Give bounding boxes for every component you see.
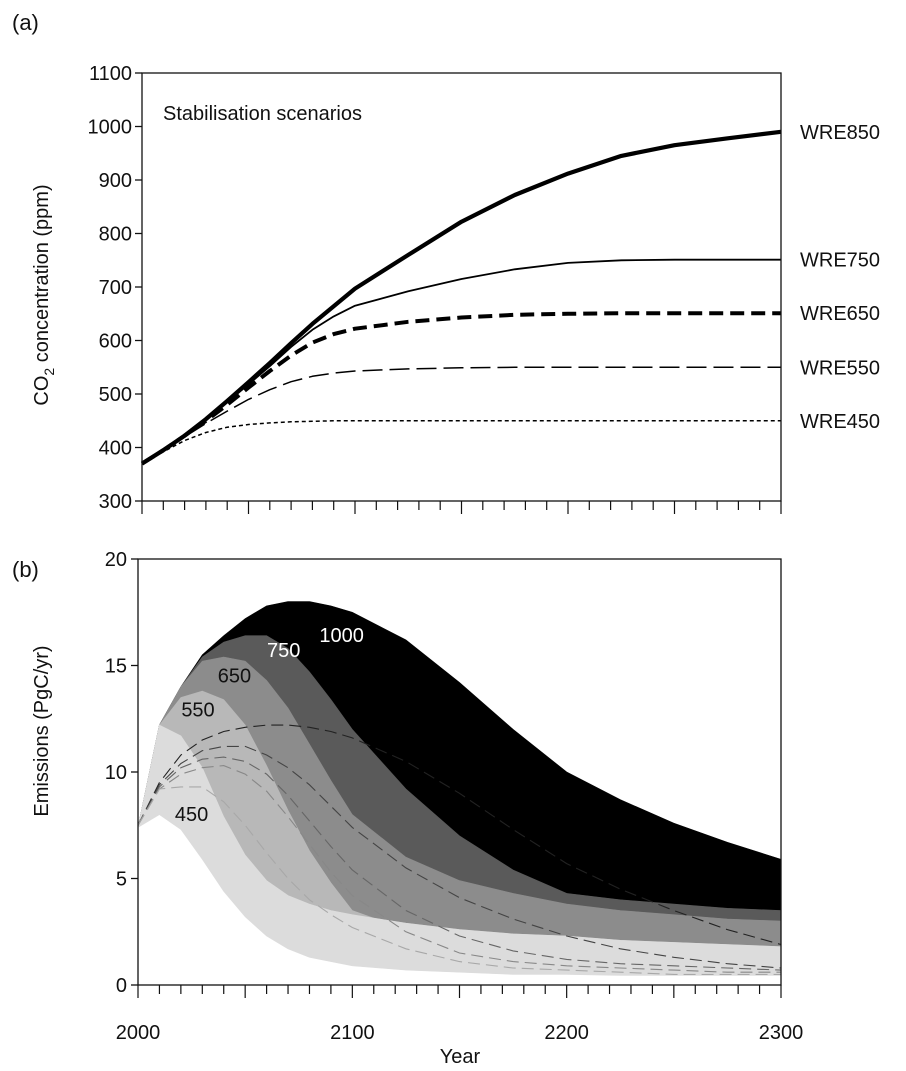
- series-label-wre850: WRE850: [800, 122, 880, 144]
- panel-b: (b) 0 5 10 15 20 2000 2100 2200 2300 1000 750 6505…: [12, 549, 803, 1068]
- y-tick-label: 1100: [89, 63, 132, 85]
- band-label-750: 750: [267, 640, 300, 662]
- panel-a-y-axis-title: CO2 concentration (ppm): [31, 184, 57, 405]
- y-tick-label: 500: [99, 384, 132, 406]
- y-tick-label: 600: [99, 331, 132, 353]
- series-label-wre750: WRE750: [800, 250, 880, 272]
- panel-a: (a) 300 400 500 600 700 800 900 1000 1100 Stabil…: [12, 10, 880, 514]
- dashed-line-4: [137, 765, 781, 973]
- band-label-650: 650: [218, 666, 251, 688]
- panel-b-bands-group: [137, 601, 782, 976]
- panel-b-y-axis-title: Emissions (PgC/yr): [31, 645, 53, 816]
- panel-b-dashed-lines-group: [137, 724, 782, 975]
- panel-b-x-axis-title: Year: [440, 1046, 481, 1068]
- y-tick-label: 10: [105, 762, 127, 784]
- y-tick-label: 15: [105, 656, 127, 678]
- series-label-wre550: WRE550: [800, 357, 880, 379]
- y-tick-label: 400: [99, 438, 132, 460]
- y-axis-title-subscript: 2: [41, 368, 57, 376]
- panel-a-series-labels: WRE850 WRE750 WRE650 WRE550 WRE450: [800, 122, 880, 433]
- y-tick-label: 900: [99, 170, 132, 192]
- x-tick-label: 2100: [330, 1022, 375, 1044]
- y-tick-label: 0: [116, 975, 127, 997]
- panel-b-label: (b): [12, 557, 39, 582]
- panel-b-axes: 0 5 10 15 20 2000 2100 2200 2300: [105, 549, 804, 1044]
- series-line-wre450: [141, 420, 781, 465]
- x-tick-label: 2300: [759, 1022, 804, 1044]
- y-tick-label: 5: [116, 869, 127, 891]
- y-tick-label: 1000: [88, 117, 133, 139]
- y-tick-label: 20: [105, 549, 127, 571]
- series-label-wre650: WRE650: [800, 303, 880, 325]
- series-line-wre750: [141, 258, 781, 465]
- y-tick-label: 800: [99, 224, 132, 246]
- panel-a-series-group: [140, 129, 782, 466]
- series-label-wre450: WRE450: [800, 411, 880, 433]
- y-axis-title-rest: concentration (ppm): [31, 184, 53, 367]
- series-line-wre650: [140, 311, 781, 466]
- panel-a-axes: 300 400 500 600 700 800 900 1000 1100: [88, 63, 782, 514]
- y-tick-label: 700: [99, 277, 132, 299]
- dashed-line-5: [137, 786, 781, 975]
- dashed-line-2: [137, 745, 782, 969]
- series-line-wre850: [140, 129, 782, 466]
- band-label-450: 450: [175, 804, 208, 826]
- band-label-1000: 1000: [319, 625, 364, 647]
- y-tick-label: 300: [99, 491, 132, 513]
- band-label-550: 550: [181, 700, 214, 722]
- series-line-wre550: [141, 366, 781, 465]
- y-axis-title-main: CO: [31, 376, 53, 406]
- dashed-line-1: [137, 724, 782, 946]
- dashed-line-3: [137, 756, 782, 971]
- stabilisation-scenarios-annotation: Stabilisation scenarios: [163, 103, 362, 125]
- panel-a-plot-frame: [141, 72, 782, 502]
- x-tick-label: 2000: [116, 1022, 161, 1044]
- panel-a-label: (a): [12, 10, 39, 35]
- x-tick-label: 2200: [544, 1022, 589, 1044]
